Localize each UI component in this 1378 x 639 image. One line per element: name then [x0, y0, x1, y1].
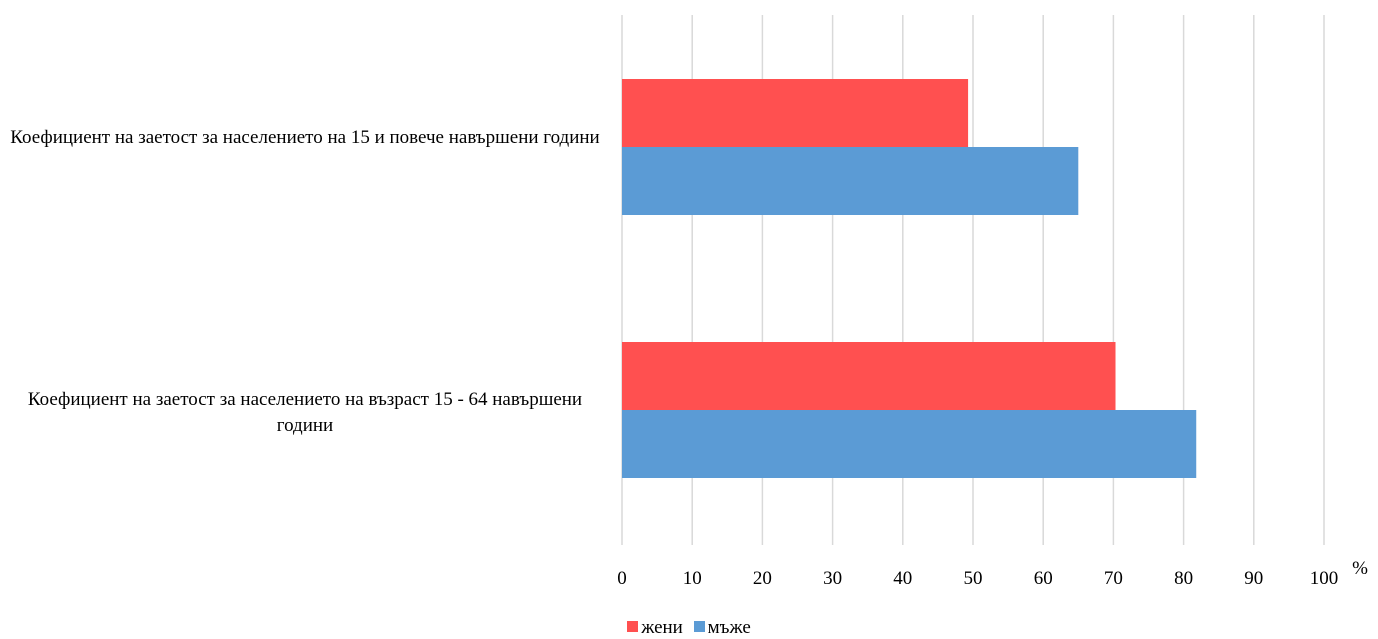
x-tick-label: 0	[617, 568, 627, 589]
category-label-15-64: Коефициент на заетост за населението на …	[27, 389, 583, 436]
legend-label-women: жени	[641, 617, 683, 638]
x-tick-label: 10	[683, 568, 702, 589]
x-tick-label: 20	[753, 568, 772, 589]
x-tick-label: 100	[1310, 568, 1339, 589]
legend-label-men: мъже	[707, 617, 751, 638]
x-tick-label: 60	[1034, 568, 1053, 589]
x-axis-unit: %	[1352, 558, 1368, 579]
x-tick-label: 70	[1104, 568, 1123, 589]
legend-item-women: жени	[627, 617, 683, 639]
bar-women-category-2	[622, 342, 1116, 410]
bar-men-category-2	[622, 410, 1197, 478]
legend-item-men: мъже	[693, 617, 751, 639]
category-label-15-plus: Коефициент на заетост за населението на …	[10, 127, 600, 148]
x-axis-ticks: 0 10 20 30 40 50 60 70 80 90 100	[617, 568, 1338, 589]
x-tick-label: 80	[1174, 568, 1193, 589]
legend-swatch-men	[693, 621, 705, 632]
x-tick-label: 40	[893, 568, 912, 589]
bars	[622, 79, 1197, 478]
bar-women-category-1	[622, 79, 969, 147]
x-tick-label: 30	[823, 568, 842, 589]
x-tick-label: 50	[964, 568, 983, 589]
legend-swatch-women	[627, 621, 639, 632]
legend: жени мъже	[0, 617, 1378, 639]
x-tick-label: 90	[1244, 568, 1263, 589]
bar-men-category-1	[622, 147, 1079, 215]
